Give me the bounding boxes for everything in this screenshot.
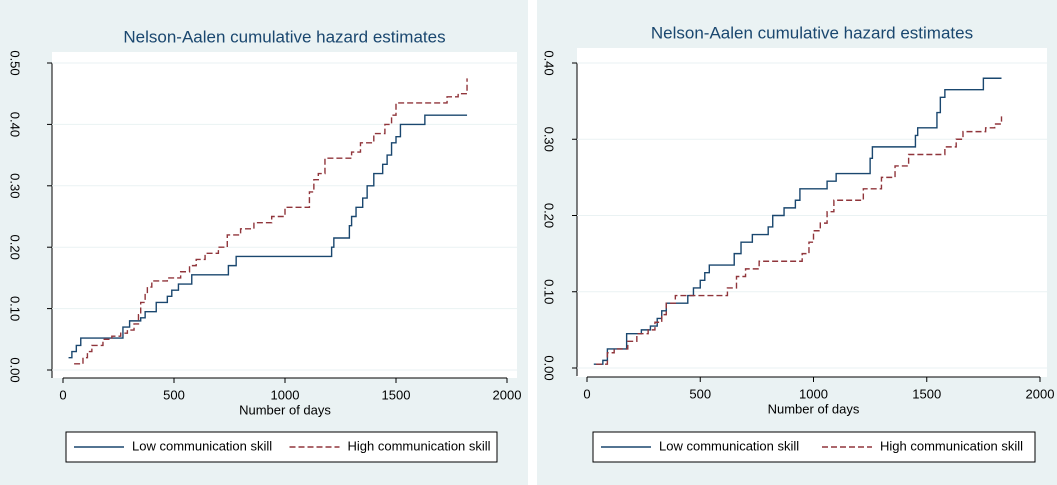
y-tick-label: 0.20	[542, 203, 557, 228]
legend-box	[65, 431, 498, 463]
legend-label: Low communication skill	[132, 438, 272, 453]
x-axis-label: Number of days	[768, 401, 860, 416]
y-tick-label: 0.10	[8, 296, 23, 321]
y-tick-label: 0.50	[8, 50, 23, 75]
legend-box	[592, 431, 1036, 463]
legend-label: Low communication skill	[659, 438, 799, 453]
chart-title: Nelson-Aalen cumulative hazard estimates	[123, 27, 445, 46]
y-tick-label: 0.30	[542, 127, 557, 152]
hazard-line	[593, 77, 1002, 365]
x-tick-label: 2000	[493, 387, 522, 402]
y-tick-label: 0.20	[8, 235, 23, 260]
x-axis-label: Number of days	[239, 402, 331, 417]
legend-label: High communication skill	[880, 438, 1023, 453]
plot-area	[577, 48, 1047, 377]
x-tick-label: 1000	[271, 387, 300, 402]
hazard-line	[596, 116, 1003, 365]
hazard-line	[68, 114, 468, 359]
y-tick-label: 0.10	[542, 279, 557, 304]
x-tick-label: 500	[689, 386, 711, 401]
x-tick-label: 1500	[912, 386, 941, 401]
y-tick-label: 0.30	[8, 173, 23, 198]
y-tick-label: 0.00	[8, 357, 23, 382]
legend-label: High communication skill	[348, 438, 491, 453]
x-tick-label: 500	[163, 387, 185, 402]
x-tick-label: 0	[583, 386, 590, 401]
x-tick-label: 2000	[1026, 386, 1055, 401]
x-tick-label: 1000	[799, 386, 828, 401]
y-tick-label: 0.40	[8, 112, 23, 137]
x-tick-label: 0	[59, 387, 66, 402]
hazard-line	[74, 78, 468, 365]
chart-title: Nelson-Aalen cumulative hazard estimates	[651, 23, 973, 42]
y-tick-label: 0.40	[542, 50, 557, 75]
y-tick-label: 0.00	[542, 355, 557, 380]
x-tick-label: 1500	[382, 387, 411, 402]
